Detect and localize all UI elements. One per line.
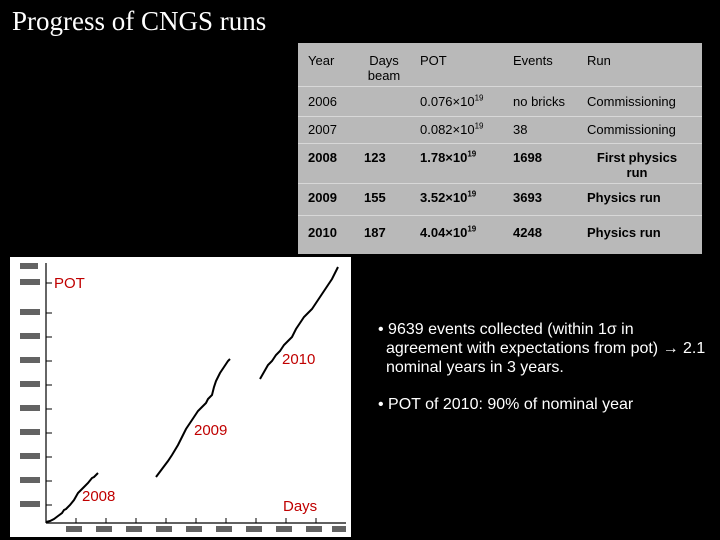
row-divider <box>298 215 702 216</box>
plot-graphic <box>20 263 346 532</box>
row-2008-pot: 1.78×1019 <box>420 149 477 165</box>
bullet-events: • 9639 events collected (within 1σ in ag… <box>378 321 706 376</box>
row-divider <box>298 116 702 117</box>
header-days-beam: Days beam <box>367 53 401 83</box>
row-2009-pot: 3.52×1019 <box>420 189 477 205</box>
row-2006-year: 2006 <box>308 94 337 109</box>
row-2008-events: 1698 <box>513 150 542 165</box>
curve-2009 <box>155 358 231 478</box>
runs-table: Year Days beam POT Events Run 2006 0.076… <box>298 43 702 254</box>
annotation-2009: 2009 <box>194 422 228 439</box>
header-events: Events <box>513 53 553 68</box>
row-divider <box>298 86 702 87</box>
row-2008-year: 2008 <box>308 150 337 165</box>
row-2009-year: 2009 <box>308 190 337 205</box>
row-2006-pot: 0.076×1019 <box>420 93 484 109</box>
row-2007-run: Commissioning <box>587 122 676 137</box>
row-2009-events: 3693 <box>513 190 542 205</box>
curve-2010 <box>259 266 339 380</box>
bullet-pot-2010: • POT of 2010: 90% of nominal year <box>378 396 634 413</box>
row-2010-pot: 4.04×1019 <box>420 224 477 240</box>
curve-2008 <box>45 472 99 523</box>
annotation-2010: 2010 <box>282 351 316 368</box>
row-2009-days: 155 <box>364 190 386 205</box>
row-2010-run: Physics run <box>587 225 661 240</box>
row-2007-pot: 0.082×1019 <box>420 121 484 137</box>
row-divider <box>298 183 702 184</box>
row-divider <box>298 143 702 144</box>
bullet-list: • 9639 events collected (within 1σ in ag… <box>378 320 708 432</box>
row-2006-run: Commissioning <box>587 94 676 109</box>
annotation-pot: POT <box>54 275 85 292</box>
header-pot: POT <box>420 53 447 68</box>
row-2008-run: First physics run <box>596 150 678 180</box>
row-2008-days: 123 <box>364 150 386 165</box>
slide-title: Progress of CNGS runs <box>12 6 267 36</box>
row-2010-days: 187 <box>364 225 386 240</box>
row-2010-year: 2010 <box>308 225 337 240</box>
header-run: Run <box>587 53 611 68</box>
pot-vs-days-plot: POT 2010 2009 2008 Days <box>10 257 351 537</box>
row-2010-events: 4248 <box>513 225 542 240</box>
annotation-2008: 2008 <box>82 488 116 505</box>
row-2007-year: 2007 <box>308 122 337 137</box>
row-2009-run: Physics run <box>587 190 661 205</box>
row-2006-events: no bricks <box>513 94 566 109</box>
row-2007-events: 38 <box>513 122 528 137</box>
annotation-days: Days <box>283 498 318 515</box>
header-year: Year <box>308 53 335 68</box>
